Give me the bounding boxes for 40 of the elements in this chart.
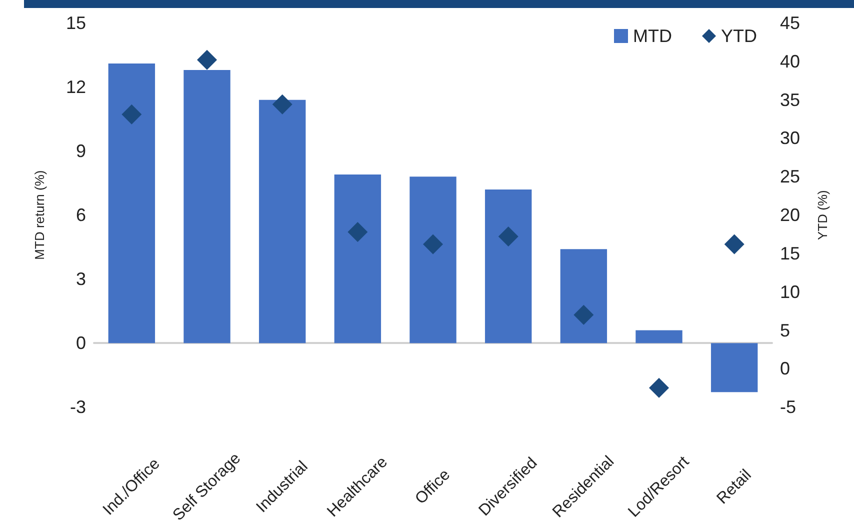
point [122, 104, 142, 124]
y2-tick-label: 10 [780, 282, 800, 302]
y-tick-label: -3 [70, 397, 86, 418]
bar [636, 330, 682, 344]
point [197, 50, 217, 70]
point [649, 378, 669, 398]
point [348, 222, 368, 242]
y-tick-label: 15 [66, 13, 86, 33]
y-tick-label: 12 [66, 77, 86, 98]
y2-tick-label: 15 [780, 243, 800, 264]
y-tick-label: 0 [76, 333, 86, 354]
y-tick-label: 3 [76, 269, 86, 290]
bar [710, 343, 758, 392]
y2-tick-label: 25 [780, 166, 800, 187]
y2-tick-label: 30 [780, 128, 800, 148]
y-tick-label: 6 [76, 205, 86, 226]
point [423, 234, 443, 254]
y2-tick-label: 0 [780, 358, 790, 379]
bar [334, 174, 382, 344]
legend-label: YTD [721, 26, 757, 46]
y-tick-label: 9 [76, 141, 86, 162]
bar [258, 100, 306, 344]
bar [184, 70, 230, 344]
bar [560, 249, 608, 344]
point [574, 304, 594, 325]
y2-tick-label: -5 [780, 397, 796, 418]
point [272, 94, 292, 114]
y2-tick-label: 45 [780, 13, 800, 33]
legend-label: MTD [633, 26, 672, 46]
y2-tick-label: 35 [780, 90, 800, 110]
y2-tick-label: 5 [780, 320, 790, 340]
bar [108, 64, 156, 344]
y2-axis-title: YTD (%) [815, 190, 830, 240]
y2-tick-label: 40 [780, 51, 800, 72]
y-axis-title: MTD return (%) [32, 170, 47, 260]
point [498, 226, 518, 247]
y2-tick-label: 20 [780, 205, 800, 226]
point [724, 234, 744, 254]
bar [484, 189, 532, 344]
bar [410, 176, 456, 344]
